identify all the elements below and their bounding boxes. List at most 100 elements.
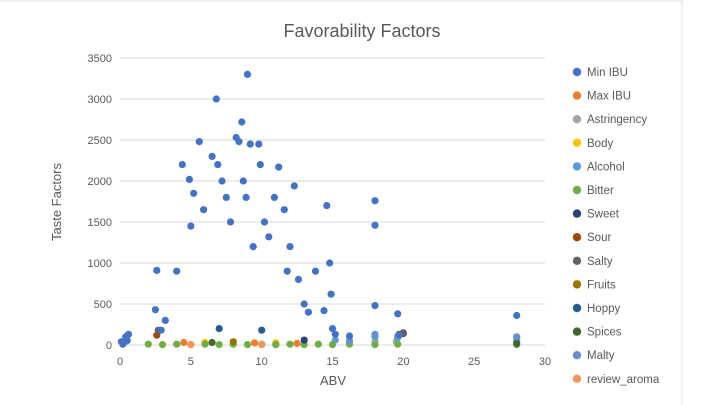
data-point — [311, 267, 320, 275]
data-point — [173, 267, 181, 275]
y-axis-title: Taste Factors — [49, 162, 64, 241]
legend-marker — [572, 91, 582, 100]
data-point — [251, 339, 259, 347]
data-point — [283, 267, 291, 275]
data-point — [255, 140, 263, 148]
data-point — [208, 152, 216, 160]
data-point — [513, 311, 521, 320]
data-point — [328, 341, 337, 349]
data-point — [200, 206, 208, 214]
y-tick-label: 3500 — [88, 53, 112, 65]
legend-label: Alcohol — [587, 161, 625, 173]
x-tick-label: 15 — [326, 356, 338, 368]
x-tick-label: 20 — [397, 356, 409, 368]
data-point — [280, 206, 288, 214]
data-points — [117, 70, 521, 349]
x-tick-label: 0 — [117, 356, 123, 368]
data-point — [286, 340, 294, 348]
data-point — [158, 341, 167, 349]
data-point — [180, 338, 188, 347]
data-point — [187, 341, 195, 349]
data-point — [345, 332, 354, 340]
data-point — [218, 177, 226, 185]
data-point — [314, 340, 322, 348]
y-tick-label: 1500 — [88, 217, 112, 229]
legend-marker — [572, 233, 582, 242]
legend-marker — [572, 303, 582, 313]
legend: Min IBU Max IBU Astringency Body Alcohol Bitt… — [572, 67, 660, 386]
data-point — [178, 161, 186, 169]
legend-label: Hoppy — [587, 303, 620, 315]
y-tick-label: 3000 — [88, 94, 112, 106]
y-tick-label: 0 — [106, 340, 112, 352]
data-point — [371, 330, 379, 338]
legend-marker — [572, 209, 582, 218]
data-point — [235, 138, 243, 146]
data-point — [272, 341, 280, 349]
legend-label: Bitter — [587, 185, 614, 197]
data-point — [187, 222, 195, 230]
data-point — [190, 189, 198, 197]
x-tick-labels: 0 5 10 15 20 25 30 — [117, 356, 551, 368]
legend-label: review_aroma — [587, 374, 660, 386]
x-tick-label: 10 — [256, 356, 268, 368]
data-point — [328, 325, 337, 333]
data-point — [331, 330, 339, 338]
data-point — [286, 243, 294, 251]
y-tick-labels: 0 500 1000 1500 2000 2500 3000 3500 — [88, 53, 112, 352]
data-point — [185, 175, 193, 183]
data-point — [513, 333, 521, 341]
legend-label: Min IBU — [587, 67, 628, 79]
y-tick-label: 1000 — [88, 258, 112, 270]
data-point — [243, 341, 252, 349]
legend-marker — [572, 351, 582, 360]
legend-marker — [572, 115, 582, 124]
legend-label: Astringency — [587, 114, 647, 126]
legend-label: Body — [587, 138, 613, 150]
data-point — [256, 161, 264, 169]
data-point — [265, 233, 273, 241]
data-point — [124, 330, 133, 338]
data-point — [294, 275, 303, 283]
legend-label: Sour — [587, 232, 611, 244]
x-tick-label: 30 — [539, 356, 551, 368]
data-point — [239, 177, 247, 185]
legend-marker — [572, 374, 582, 383]
y-tick-label: 2000 — [88, 176, 112, 188]
data-point — [258, 341, 266, 349]
legend-label: Max IBU — [587, 91, 631, 103]
data-point — [201, 340, 209, 348]
x-axis-title: ABV — [320, 373, 346, 388]
legend-label: Salty — [587, 256, 613, 268]
data-point — [123, 336, 131, 344]
data-point — [212, 95, 220, 103]
legend-label: Fruits — [587, 279, 616, 291]
data-point — [395, 331, 403, 339]
data-point — [300, 300, 308, 308]
data-point — [275, 163, 283, 171]
data-point — [327, 290, 335, 298]
x-tick-label: 25 — [468, 356, 480, 368]
legend-label: Spices — [587, 327, 622, 339]
data-point — [222, 193, 230, 201]
gridlines — [120, 57, 545, 346]
legend-label: Malty — [587, 350, 615, 362]
data-point — [326, 259, 334, 267]
data-point — [153, 266, 161, 274]
legend-marker — [572, 162, 582, 171]
data-point — [249, 243, 257, 251]
data-point — [208, 338, 216, 347]
legend-marker — [572, 138, 582, 147]
chart-title: Favorability Factors — [283, 21, 440, 41]
data-point — [238, 118, 246, 126]
data-point — [513, 339, 521, 347]
data-point — [304, 308, 312, 316]
data-point — [260, 218, 269, 226]
legend-marker — [572, 327, 582, 336]
data-point — [323, 202, 331, 210]
data-point — [229, 338, 237, 346]
data-point — [195, 138, 203, 146]
data-point — [214, 161, 222, 169]
y-tick-label: 2500 — [88, 135, 112, 147]
